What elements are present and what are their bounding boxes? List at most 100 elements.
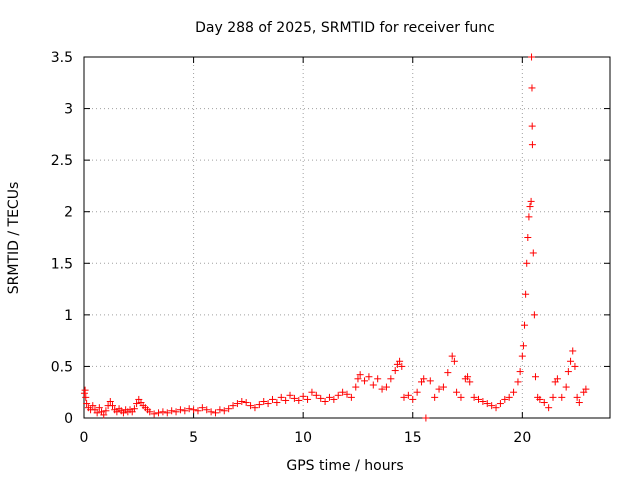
x-tick-label: 0 [80, 430, 89, 446]
data-point [409, 395, 417, 403]
data-point [524, 234, 532, 241]
x-tick-label: 20 [513, 430, 531, 446]
data-point [220, 407, 228, 415]
data-point [466, 378, 474, 386]
data-point [545, 404, 553, 412]
data-point [453, 388, 461, 396]
y-tick-label: 1.5 [51, 256, 73, 272]
data-point [413, 388, 421, 396]
data-point [582, 385, 590, 393]
data-point [374, 375, 382, 383]
data-point [536, 395, 544, 403]
data-point [343, 390, 351, 398]
data-point [420, 375, 428, 383]
data-point [501, 395, 509, 403]
data-point [216, 406, 224, 414]
data-point [558, 393, 566, 401]
data-point [354, 375, 362, 383]
data-point [431, 393, 439, 401]
data-point [352, 383, 360, 391]
data-point [361, 377, 369, 385]
data-point [251, 404, 259, 412]
data-point [382, 383, 390, 391]
data-point [505, 393, 513, 401]
data-point [448, 352, 456, 360]
data-point [321, 397, 329, 405]
data-point [339, 388, 347, 396]
data-point [530, 311, 538, 319]
data-point [146, 408, 154, 416]
data-point [391, 367, 399, 375]
data-point [553, 375, 561, 383]
data-points [80, 53, 590, 422]
data-point [330, 395, 338, 403]
data-point [528, 141, 536, 149]
x-tick-label: 15 [404, 430, 422, 446]
data-point [290, 394, 298, 402]
data-point [569, 347, 577, 355]
data-point [247, 402, 255, 410]
data-point [540, 399, 548, 407]
y-axis-label: SRMTID / TECUs [6, 182, 22, 295]
data-point [378, 385, 386, 393]
data-point [242, 399, 250, 407]
y-tick-label: 0 [64, 411, 73, 427]
data-point [444, 369, 452, 377]
data-point [238, 397, 246, 405]
data-point [426, 377, 434, 385]
data-point [526, 203, 534, 211]
axis-ticks: 0 5 10 15 20 0 0.5 1 1.5 2 2.5 3 3.5 [51, 50, 610, 446]
data-point [571, 362, 579, 370]
data-point [496, 400, 504, 408]
y-tick-label: 3 [64, 102, 73, 118]
data-point [159, 408, 167, 416]
data-point [176, 406, 184, 414]
data-point [518, 352, 526, 360]
data-point [514, 378, 522, 386]
data-point [295, 396, 303, 404]
data-point [325, 393, 333, 401]
data-point [273, 399, 281, 407]
data-point [255, 401, 263, 409]
data-point [108, 402, 116, 410]
chart-title: Day 288 of 2025, SRMTID for receiver fun… [195, 20, 495, 36]
data-point [282, 396, 290, 404]
y-tick-label: 3.5 [51, 50, 73, 66]
data-point [185, 405, 193, 413]
data-point [519, 342, 527, 350]
data-point [299, 392, 307, 400]
data-point [194, 407, 202, 415]
data-point [95, 404, 103, 412]
data-point [522, 290, 530, 298]
data-point [80, 389, 88, 397]
data-point [457, 393, 465, 401]
plot-frame [83, 56, 611, 419]
data-point [528, 84, 536, 92]
data-point [81, 386, 89, 394]
data-point [400, 393, 408, 401]
data-point [369, 381, 377, 389]
data-point [100, 411, 108, 419]
data-point [562, 383, 570, 391]
data-point [233, 400, 241, 408]
data-point [181, 407, 189, 415]
data-point [133, 400, 141, 408]
data-point [527, 197, 535, 205]
data-point [106, 397, 114, 405]
data-point [308, 388, 316, 396]
y-tick-label: 1 [64, 308, 73, 324]
x-tick-label: 10 [294, 430, 312, 446]
data-point [404, 391, 412, 399]
data-point [347, 393, 355, 401]
data-point [83, 400, 91, 408]
data-point [523, 259, 531, 267]
data-point [549, 393, 557, 401]
data-point [190, 406, 198, 414]
data-point [225, 405, 233, 413]
data-point [483, 400, 491, 408]
data-point [470, 393, 478, 401]
data-point [422, 414, 430, 422]
data-point [475, 395, 482, 403]
data-point [207, 408, 215, 416]
